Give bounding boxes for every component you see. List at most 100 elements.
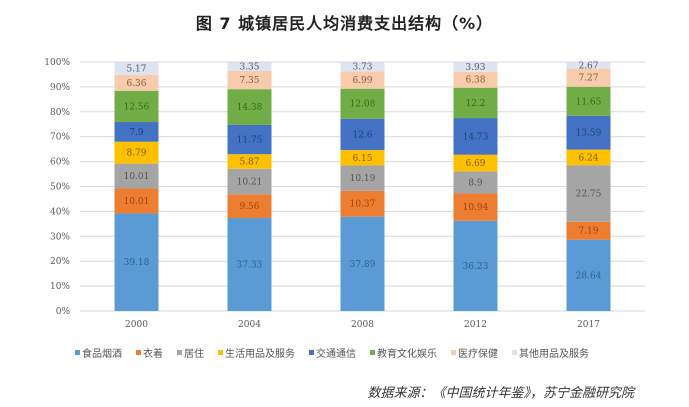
bar-segment — [340, 190, 385, 217]
bar-segment — [114, 213, 159, 311]
bar-segment — [453, 71, 498, 88]
data-label: 11.65 — [576, 97, 602, 107]
data-label: 28.64 — [576, 271, 602, 281]
bar-segment — [566, 165, 611, 222]
x-tick-label: 2000 — [125, 320, 148, 330]
bar-segment — [340, 62, 385, 72]
data-label: 10.94 — [463, 203, 489, 213]
bar-segment — [340, 150, 385, 166]
chart-title: 图 7 城镇居民人均消费支出结构（%） — [195, 14, 494, 33]
data-label: 9.56 — [239, 202, 259, 212]
legend-label: 生活用品及服务 — [225, 349, 295, 360]
bar-segment — [114, 163, 159, 189]
legend-swatch — [177, 350, 182, 355]
legend-label: 其他用品及服务 — [519, 349, 589, 360]
legend-item: 交通通信 — [309, 345, 356, 360]
bar-segment — [227, 168, 272, 195]
source-note: 数据来源：《中国统计年鉴》，苏宁金融研究院 — [367, 386, 634, 401]
data-label: 13.59 — [576, 129, 602, 139]
legend-swatch — [218, 350, 223, 355]
bar-segment — [453, 87, 498, 119]
y-tick-label: 20% — [50, 257, 70, 267]
data-label: 37.89 — [350, 260, 376, 270]
bar-segment — [340, 88, 385, 119]
data-label: 14.73 — [463, 132, 489, 142]
data-label: 5.87 — [239, 158, 259, 168]
bar-segment — [453, 220, 498, 311]
legend-label: 交通通信 — [316, 349, 356, 360]
legend-swatch — [136, 350, 141, 355]
x-tick-label: 2012 — [464, 320, 487, 330]
bar-segment — [566, 221, 611, 240]
legend-swatch — [75, 350, 80, 355]
data-label: 12.56 — [124, 102, 150, 112]
bar-segment — [566, 115, 611, 150]
legend-label: 居住 — [184, 349, 204, 360]
data-label: 3.93 — [465, 63, 485, 73]
bar-segment — [453, 193, 498, 221]
bar-segment — [453, 118, 498, 155]
legend-label: 衣着 — [143, 349, 163, 360]
bar-segment — [453, 62, 498, 72]
bar-segment — [340, 216, 385, 311]
data-label: 10.01 — [124, 197, 150, 207]
data-label: 6.15 — [352, 154, 372, 164]
data-label: 10.01 — [124, 172, 150, 182]
data-label: 12.6 — [352, 130, 372, 140]
bar-segment — [340, 165, 385, 191]
bar-segment — [227, 218, 272, 311]
data-label: 6.24 — [578, 153, 598, 163]
y-tick-label: 30% — [50, 232, 70, 242]
y-tick-label: 0% — [56, 307, 71, 317]
data-label: 10.37 — [350, 200, 376, 210]
data-label: 37.33 — [237, 261, 263, 271]
bar-segment — [340, 118, 385, 151]
legend-swatch — [309, 350, 314, 355]
data-label: 6.99 — [352, 76, 372, 86]
legend-item: 生活用品及服务 — [218, 345, 295, 360]
legend-swatch — [451, 350, 456, 355]
y-tick-label: 70% — [50, 133, 70, 143]
data-label: 39.18 — [124, 258, 150, 268]
bar-segment — [566, 86, 611, 116]
legend-label: 医疗保健 — [458, 349, 498, 360]
data-label: 6.38 — [465, 76, 485, 86]
y-tick-label: 100% — [44, 58, 70, 68]
data-label: 7.35 — [239, 76, 259, 86]
y-tick-label: 40% — [50, 207, 70, 217]
bar-segment — [566, 62, 611, 69]
bar-segment — [114, 74, 159, 91]
bar-segment — [566, 68, 611, 87]
legend-item: 食品烟酒 — [75, 345, 122, 360]
legend-item: 衣着 — [136, 345, 163, 360]
y-tick-label: 50% — [50, 183, 70, 193]
bar-segment — [340, 71, 385, 89]
bar-segment — [453, 171, 498, 194]
y-tick-label: 90% — [50, 83, 70, 93]
x-tick-label: 2008 — [351, 320, 374, 330]
bar-segment — [114, 90, 159, 123]
data-label: 12.2 — [465, 99, 485, 109]
data-label: 36.23 — [463, 262, 489, 272]
data-label: 6.69 — [465, 159, 485, 169]
bar-segment — [453, 154, 498, 172]
legend-item: 教育文化娱乐 — [370, 345, 437, 360]
legend-item: 居住 — [177, 345, 204, 360]
bar-segment — [227, 194, 272, 219]
data-label: 3.35 — [239, 63, 259, 73]
legend-swatch — [512, 350, 517, 355]
bar-segment — [227, 62, 272, 71]
bar-segment — [227, 154, 272, 169]
bar-segment — [114, 188, 159, 214]
data-label: 8.9 — [468, 178, 483, 188]
bar-segment — [227, 124, 272, 155]
legend-item: 其他用品及服务 — [512, 345, 589, 360]
data-label: 2.67 — [578, 61, 598, 71]
bar-segment — [227, 70, 272, 90]
data-label: 3.73 — [352, 63, 372, 73]
data-label: 10.19 — [350, 174, 376, 184]
bar-segment — [114, 122, 159, 142]
bar-segment — [566, 149, 611, 166]
bar-segment — [566, 239, 611, 311]
